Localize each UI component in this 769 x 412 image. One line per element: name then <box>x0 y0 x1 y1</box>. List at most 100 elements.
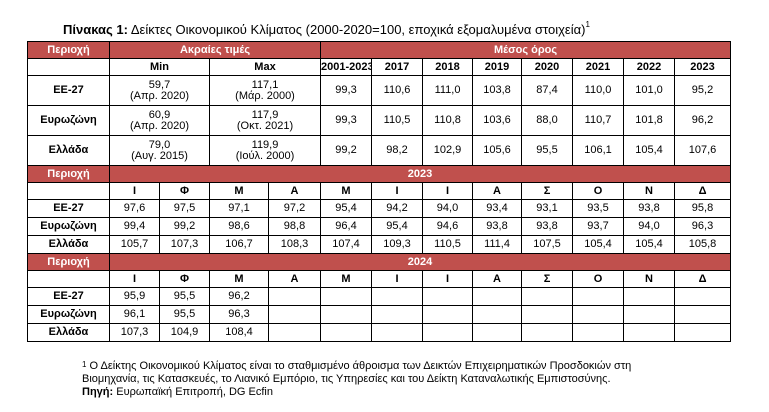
month-header: Α <box>472 182 523 200</box>
value-cell: 105,4 <box>623 135 676 166</box>
year-header-row: Περιοχή 2024 <box>27 253 732 271</box>
month-header: Ι <box>109 270 160 288</box>
value-cell: 94,0 <box>422 199 474 218</box>
value-cell: 110,0 <box>572 75 625 106</box>
value-cell: 93,8 <box>623 199 676 218</box>
economic-climate-table: Περιοχή Ακραίες τιμές Μέσος όρος Min Max… <box>27 41 732 342</box>
min-header: Min <box>109 58 210 76</box>
month-header: Δ <box>674 270 732 288</box>
source-text: Ευρωπαϊκή Επιτροπή, DG Ecfin <box>116 386 273 398</box>
value-cell <box>674 305 732 324</box>
monthly-row: Ευρωζώνη 96,1 95,5 96,3 <box>27 305 732 324</box>
value-cell: 96,1 <box>109 305 160 324</box>
month-header: Ο <box>572 182 625 200</box>
month-header: Μ <box>209 182 269 200</box>
value-cell: 96,3 <box>209 305 269 324</box>
value-cell: 95,5 <box>159 305 210 324</box>
value-cell: 96,2 <box>674 105 732 136</box>
value-cell <box>422 323 474 342</box>
value-cell: 105,8 <box>674 235 732 254</box>
month-header: Α <box>472 270 523 288</box>
region-label: Ελλάδα <box>27 135 110 166</box>
period-header: 2021 <box>572 58 625 76</box>
table-notes: 1 Ο Δείκτης Οικονομικού Κλίματος είναι τ… <box>82 360 631 399</box>
value-cell: 98,2 <box>371 135 424 166</box>
year-header: 2024 <box>108 253 732 271</box>
value-cell: 95,5 <box>521 135 574 166</box>
region-label: Ευρωζώνη <box>27 105 110 136</box>
value-cell: 99,3 <box>320 105 373 136</box>
month-header: Ι <box>109 182 160 200</box>
value-cell <box>623 305 676 324</box>
value-cell: 101,8 <box>623 105 676 136</box>
months-empty <box>27 270 110 288</box>
summary-row: ΕΕ-27 59,7 (Απρ. 2020) 117,1 (Μάρ. 2000) 99,3… <box>27 75 732 106</box>
average-header: Μέσος όρος <box>320 41 732 59</box>
value-cell <box>521 323 574 342</box>
year-header-row: Περιοχή 2023 <box>27 165 732 183</box>
month-header: Φ <box>159 182 210 200</box>
value-cell <box>572 287 625 306</box>
region-label: Ελλάδα <box>27 235 110 254</box>
value-cell: 107,6 <box>674 135 732 166</box>
region-label: Ελλάδα <box>27 323 110 342</box>
min-value-cell: 59,7 (Απρ. 2020) <box>109 75 210 106</box>
value-cell <box>422 287 474 306</box>
value-cell <box>472 323 523 342</box>
value-cell: 107,4 <box>320 235 373 254</box>
value-cell: 107,3 <box>159 235 210 254</box>
max-header: Max <box>208 58 322 76</box>
value-cell: 105,7 <box>109 235 160 254</box>
value-cell: 107,5 <box>521 235 574 254</box>
region-label: ΕΕ-27 <box>27 199 110 218</box>
value-cell: 110,5 <box>371 105 424 136</box>
value-cell: 101,0 <box>623 75 676 106</box>
month-header: Φ <box>159 270 210 288</box>
value-cell <box>623 323 676 342</box>
header-row: Περιοχή Ακραίες τιμές Μέσος όρος <box>27 41 732 59</box>
value-cell: 109,3 <box>371 235 424 254</box>
value-cell: 93,8 <box>472 217 523 236</box>
region-header: Περιοχή <box>27 165 110 183</box>
value-cell: 93,5 <box>572 199 625 218</box>
source-note: Πηγή: Ευρωπαϊκή Επιτροπή, DG Ecfin <box>82 386 631 399</box>
value-cell: 95,2 <box>674 75 732 106</box>
table-title-text: Δείκτες Οικονομικού Κλίματος (2000-2020=… <box>130 22 586 37</box>
min-value: 79,0 <box>148 138 171 151</box>
value-cell <box>472 305 523 324</box>
region-label: ΕΕ-27 <box>27 75 110 106</box>
max-value: 117,1 <box>251 78 279 91</box>
footnote: 1 Ο Δείκτης Οικονομικού Κλίματος είναι τ… <box>82 360 631 373</box>
monthly-row: Ελλάδα 107,3 104,9 108,4 <box>27 323 732 342</box>
month-header: Μ <box>320 270 373 288</box>
period-header: 2019 <box>472 58 523 76</box>
table-body: Περιοχή Ακραίες τιμές Μέσος όρος Min Max… <box>27 41 732 342</box>
value-cell: 99,2 <box>320 135 373 166</box>
value-cell <box>623 287 676 306</box>
period-header: 2018 <box>422 58 474 76</box>
value-cell: 94,2 <box>371 199 424 218</box>
value-cell <box>472 287 523 306</box>
min-date: (Απρ. 2020) <box>129 119 190 132</box>
min-value-cell: 79,0 (Αυγ. 2015) <box>109 135 210 166</box>
month-header: Α <box>267 182 322 200</box>
value-cell: 98,8 <box>267 217 322 236</box>
value-cell: 94,0 <box>623 217 676 236</box>
max-date: (Μάρ. 2000) <box>235 89 295 102</box>
value-cell: 96,2 <box>209 287 269 306</box>
value-cell: 110,5 <box>422 235 474 254</box>
value-cell <box>320 305 373 324</box>
value-cell <box>267 287 322 306</box>
year-header: 2023 <box>108 165 732 183</box>
max-value-cell: 117,1 (Μάρ. 2000) <box>208 75 322 106</box>
value-cell: 103,6 <box>472 105 523 136</box>
source-label: Πηγή: <box>82 386 114 398</box>
period-header: 2001-2023 <box>320 58 373 76</box>
month-header: Σ <box>521 270 574 288</box>
month-header: Ι <box>422 182 474 200</box>
period-header: 2023 <box>674 58 732 76</box>
monthly-row: Ευρωζώνη 99,4 99,2 98,6 98,8 96,4 95,4 94,6 93,8… <box>27 217 732 236</box>
month-header: Ι <box>371 270 424 288</box>
max-value-cell: 119,9 (Ιούλ. 2000) <box>208 135 322 166</box>
month-header: Α <box>267 270 322 288</box>
